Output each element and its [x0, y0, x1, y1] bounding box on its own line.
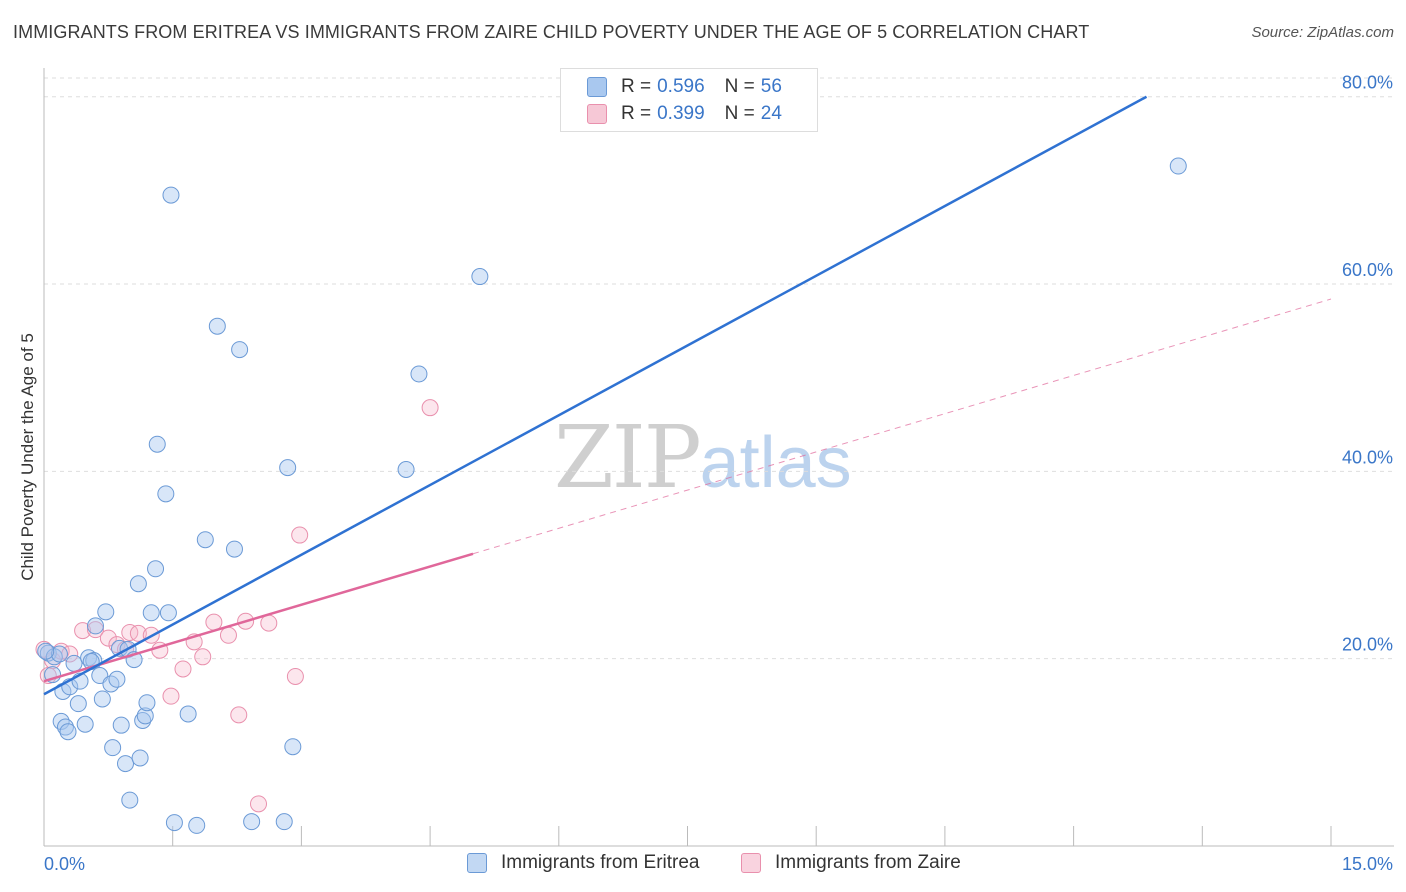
- eritrea-point[interactable]: [93, 690, 111, 708]
- legend-swatch-eritrea: [587, 77, 607, 97]
- eritrea-point[interactable]: [243, 813, 261, 831]
- eritrea-point[interactable]: [231, 341, 249, 359]
- eritrea-point[interactable]: [196, 531, 214, 549]
- eritrea-point[interactable]: [37, 642, 55, 660]
- zaire-point[interactable]: [129, 624, 147, 642]
- legend-swatch-eritrea: [467, 853, 487, 873]
- chart-title: IMMIGRANTS FROM ERITREA VS IMMIGRANTS FR…: [13, 22, 1090, 42]
- eritrea-point[interactable]: [108, 670, 126, 688]
- eritrea-point[interactable]: [225, 540, 243, 558]
- zaire-point[interactable]: [162, 687, 180, 705]
- eritrea-point[interactable]: [284, 738, 302, 756]
- x-tick-label: 15.0%: [1342, 854, 1393, 874]
- eritrea-point[interactable]: [471, 268, 489, 286]
- eritrea-point[interactable]: [104, 739, 122, 757]
- eritrea-point[interactable]: [208, 317, 226, 335]
- legend-swatch-zaire: [741, 853, 761, 873]
- legend-label-zaire: Immigrants from Zaire: [775, 852, 961, 873]
- eritrea-point[interactable]: [1169, 157, 1187, 175]
- legend-swatch-zaire: [587, 104, 607, 124]
- eritrea-point[interactable]: [279, 459, 297, 477]
- eritrea-point[interactable]: [50, 645, 68, 663]
- eritrea-point[interactable]: [410, 365, 428, 383]
- legend-n-value: 56: [760, 76, 782, 97]
- eritrea-point[interactable]: [97, 603, 115, 621]
- legend-row-zaire: R = 0.399 N = 24: [587, 103, 782, 125]
- eritrea-trend-line: [43, 95, 1148, 696]
- zaire-point[interactable]: [194, 648, 212, 666]
- zaire-trend-line: [43, 552, 474, 683]
- eritrea-point[interactable]: [56, 718, 74, 736]
- y-axis-label: Child Poverty Under the Age of 5: [18, 333, 37, 581]
- zaire-point[interactable]: [74, 622, 92, 640]
- legend-item-eritrea[interactable]: Immigrants from Eritrea: [467, 852, 699, 874]
- y-tick-label: 60.0%: [1342, 260, 1393, 280]
- eritrea-point[interactable]: [275, 813, 293, 831]
- eritrea-point[interactable]: [69, 695, 87, 713]
- eritrea-point[interactable]: [76, 715, 94, 733]
- eritrea-point[interactable]: [117, 755, 135, 773]
- legend-label-eritrea: Immigrants from Eritrea: [501, 852, 700, 873]
- eritrea-point[interactable]: [159, 604, 177, 622]
- eritrea-point[interactable]: [142, 604, 160, 622]
- correlation-legend: R = 0.596 N = 56 R = 0.399 N = 24: [560, 68, 818, 132]
- eritrea-point[interactable]: [112, 716, 130, 734]
- zaire-point[interactable]: [286, 667, 304, 685]
- eritrea-point[interactable]: [397, 460, 415, 478]
- zaire-point[interactable]: [86, 621, 104, 639]
- eritrea-point[interactable]: [138, 694, 156, 712]
- legend-r-value: 0.399: [657, 103, 705, 124]
- eritrea-point[interactable]: [129, 575, 147, 593]
- eritrea-point[interactable]: [121, 791, 139, 809]
- zaire-point[interactable]: [230, 706, 248, 724]
- legend-r-label: R =: [621, 103, 652, 124]
- zaire-point[interactable]: [250, 795, 267, 813]
- y-tick-label: 40.0%: [1342, 447, 1393, 467]
- eritrea-point[interactable]: [131, 749, 149, 767]
- legend-n-label: N =: [724, 76, 755, 97]
- legend-r-value: 0.596: [657, 76, 705, 97]
- series-legend: Immigrants from Eritrea Immigrants from …: [0, 852, 1406, 876]
- zaire-point[interactable]: [291, 526, 309, 544]
- eritrea-point[interactable]: [162, 186, 180, 204]
- eritrea-point[interactable]: [147, 560, 165, 578]
- legend-n-label: N =: [724, 103, 755, 124]
- eritrea-point[interactable]: [86, 617, 104, 635]
- eritrea-point[interactable]: [165, 814, 183, 832]
- eritrea-point[interactable]: [59, 723, 77, 741]
- legend-n-value: 24: [760, 103, 782, 124]
- y-tick-label: 20.0%: [1342, 635, 1393, 655]
- eritrea-point[interactable]: [148, 435, 166, 453]
- eritrea-point[interactable]: [136, 707, 154, 725]
- eritrea-point[interactable]: [45, 648, 63, 666]
- y-tick-label: 80.0%: [1342, 73, 1393, 93]
- eritrea-point[interactable]: [179, 705, 197, 723]
- eritrea-point[interactable]: [157, 485, 175, 503]
- eritrea-point[interactable]: [134, 711, 152, 729]
- zaire-trend-dashed: [472, 298, 1332, 555]
- eritrea-point[interactable]: [188, 816, 206, 834]
- legend-row-eritrea: R = 0.596 N = 56: [587, 76, 782, 98]
- zaire-point[interactable]: [219, 626, 237, 644]
- zaire-point[interactable]: [174, 660, 192, 678]
- legend-item-zaire[interactable]: Immigrants from Zaire: [741, 852, 961, 874]
- zaire-point[interactable]: [121, 623, 139, 641]
- zaire-point[interactable]: [421, 399, 439, 417]
- zaire-point[interactable]: [260, 614, 278, 632]
- legend-r-label: R =: [621, 76, 652, 97]
- zaire-point[interactable]: [99, 629, 117, 647]
- eritrea-point[interactable]: [65, 654, 83, 672]
- source-label: Source: ZipAtlas.com: [1251, 24, 1394, 41]
- x-tick-label: 0.0%: [44, 854, 85, 874]
